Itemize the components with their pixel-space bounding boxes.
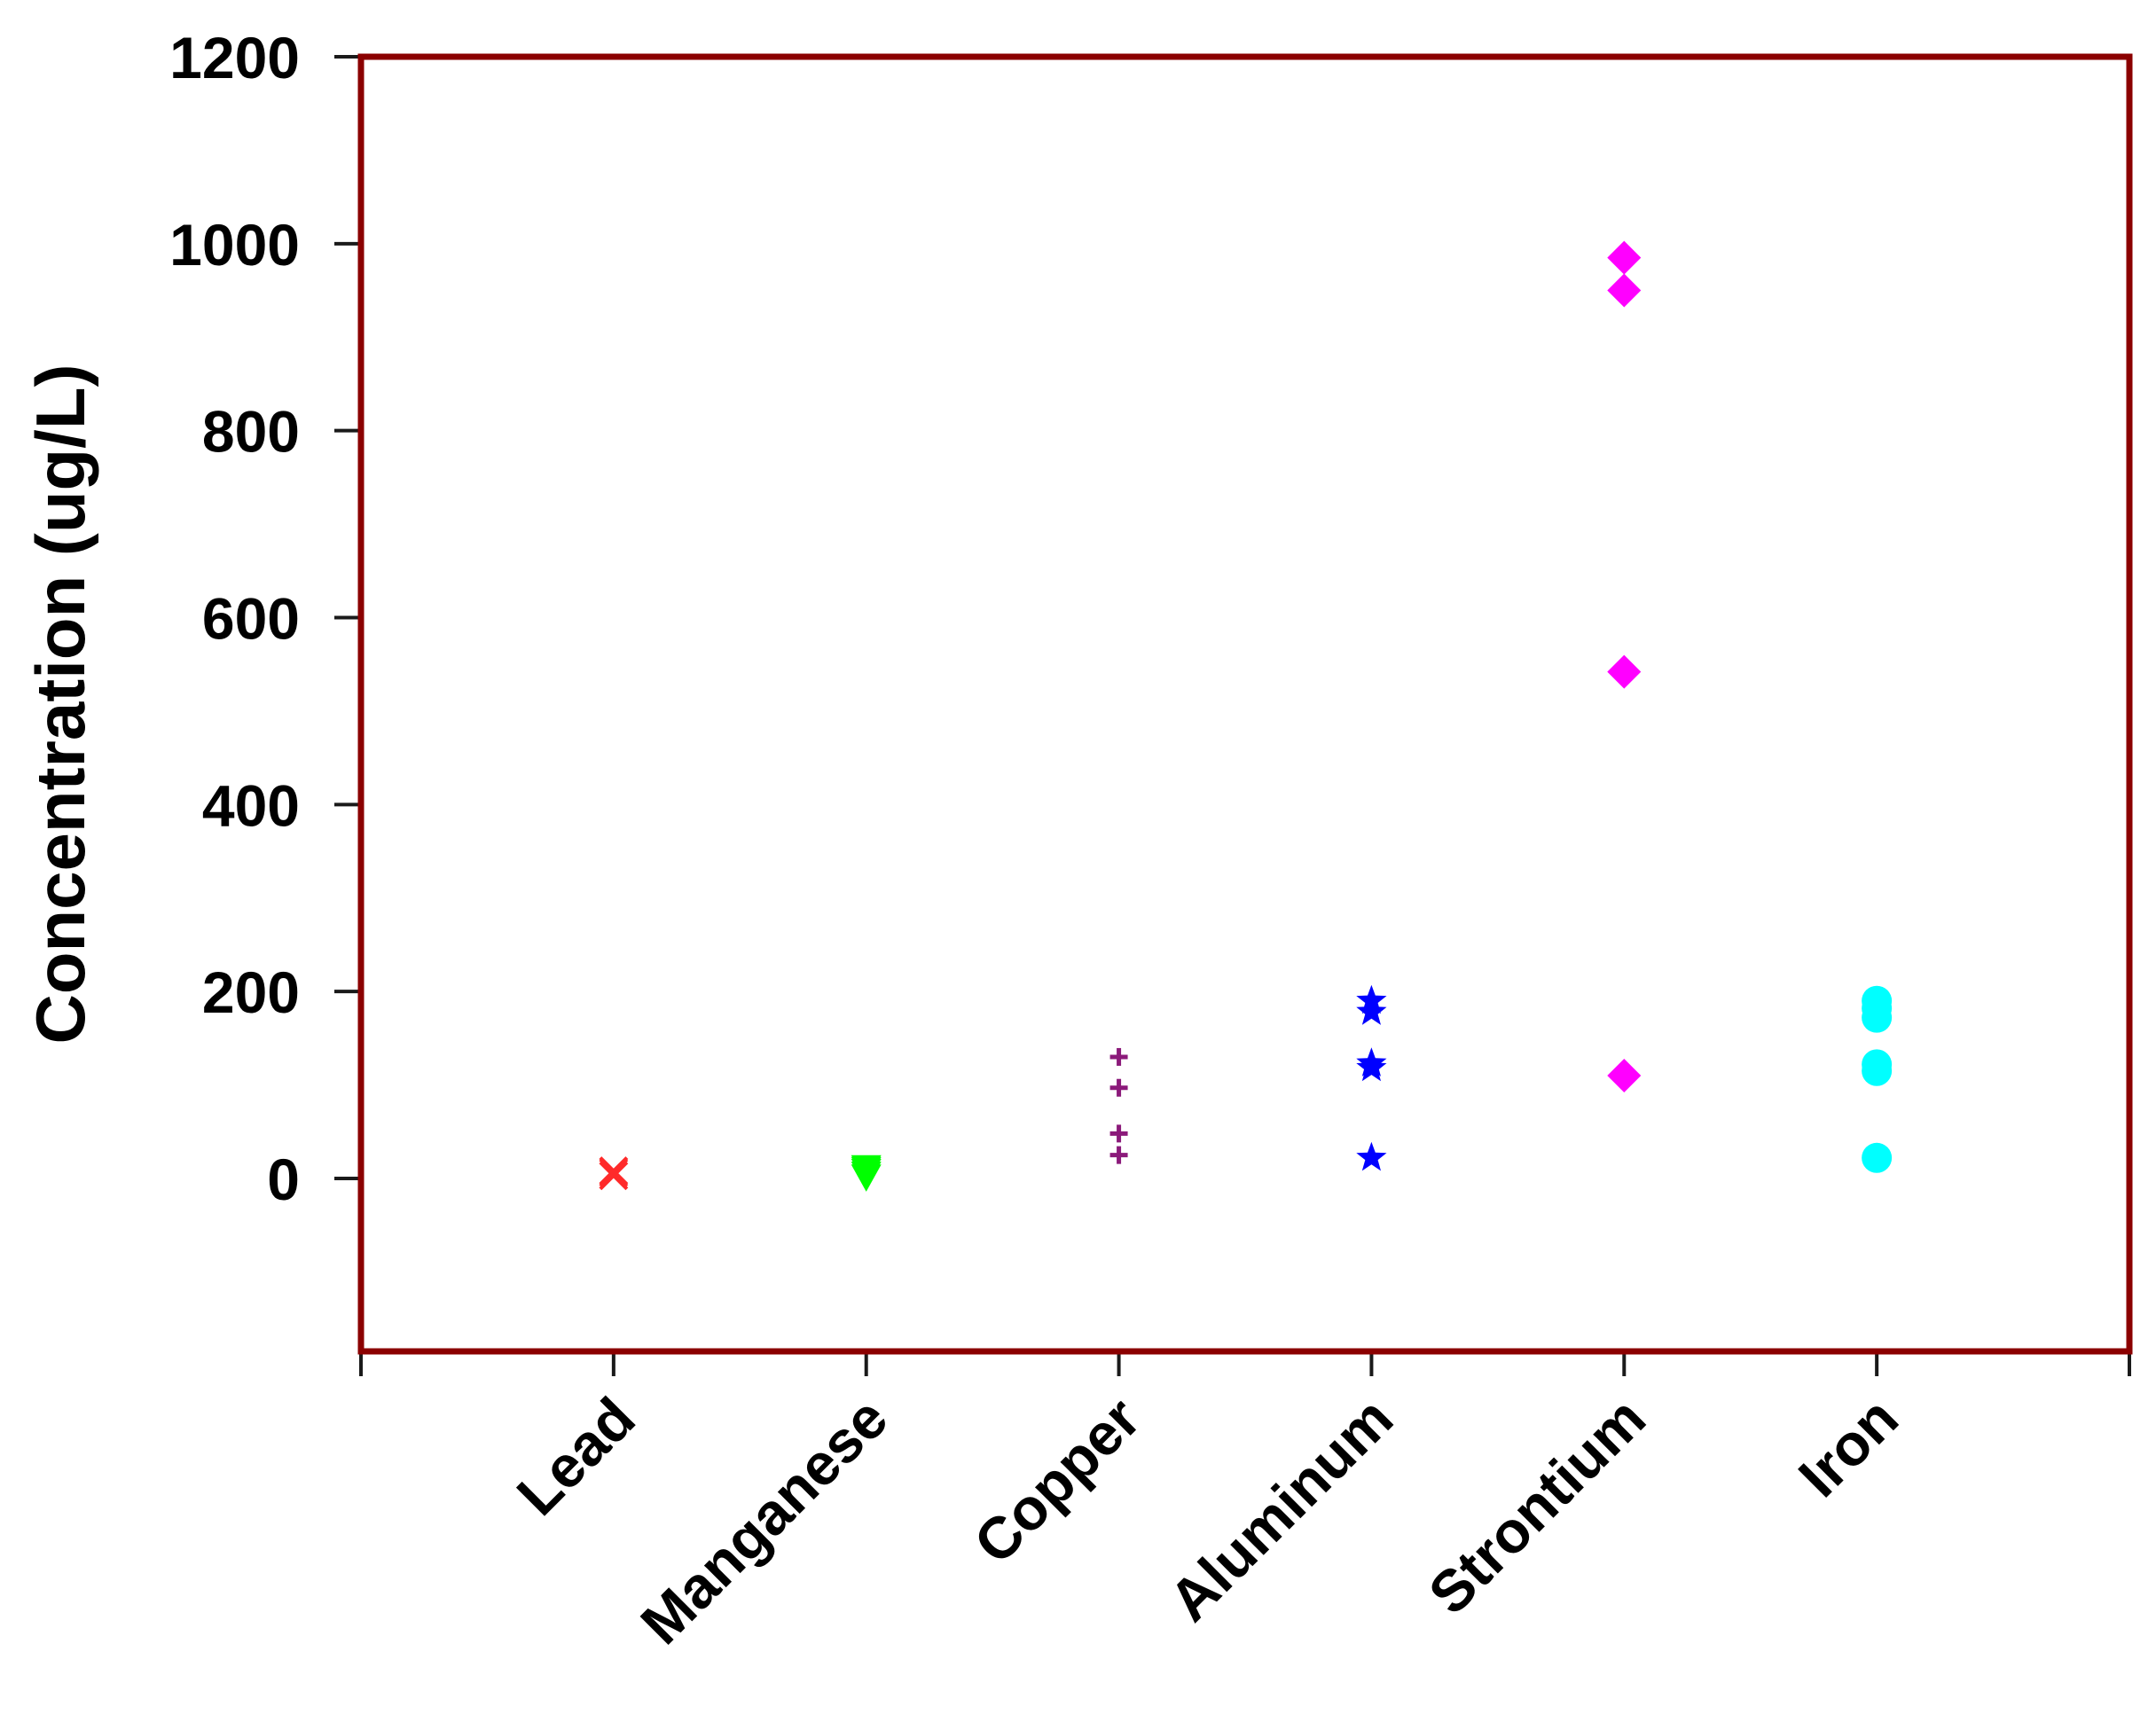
data-point-aluminum xyxy=(1356,996,1387,1025)
data-point-copper xyxy=(1109,1047,1128,1066)
data-point-copper xyxy=(1109,1078,1128,1097)
data-point-aluminum xyxy=(1356,1141,1387,1171)
y-tick-label: 600 xyxy=(202,585,300,651)
y-tick-label: 800 xyxy=(202,399,300,465)
data-point-strontium xyxy=(1607,240,1642,275)
y-tick-label: 0 xyxy=(267,1147,300,1212)
y-axis-ticks: 0 200 400 600 800 1000 1200 xyxy=(169,25,361,1212)
data-point-lead xyxy=(599,1161,629,1191)
data-point-iron xyxy=(1862,1049,1893,1080)
data-points xyxy=(599,240,1893,1192)
data-point-aluminum xyxy=(1356,984,1387,1014)
y-axis-title: Concentration (ug/L) xyxy=(21,364,99,1045)
x-mark-stroke xyxy=(599,1161,629,1191)
x-mark-stroke xyxy=(599,1156,629,1186)
data-point-copper xyxy=(1109,1146,1128,1164)
data-point-manganese xyxy=(851,1155,882,1183)
y-tick-label: 1200 xyxy=(169,25,300,90)
y-tick-label: 1000 xyxy=(169,212,300,278)
data-point-lead xyxy=(599,1156,629,1186)
data-point-strontium xyxy=(1607,654,1642,689)
data-point-iron xyxy=(1862,1142,1893,1173)
data-point-strontium xyxy=(1607,1059,1642,1093)
data-point-strontium xyxy=(1607,273,1642,308)
y-tick-label: 400 xyxy=(202,772,300,838)
data-point-copper xyxy=(1109,1124,1128,1143)
data-point-aluminum xyxy=(1356,1047,1387,1076)
data-point-iron xyxy=(1862,985,1893,1016)
plot-frame xyxy=(357,53,2133,1355)
y-tick-label: 200 xyxy=(202,959,300,1025)
